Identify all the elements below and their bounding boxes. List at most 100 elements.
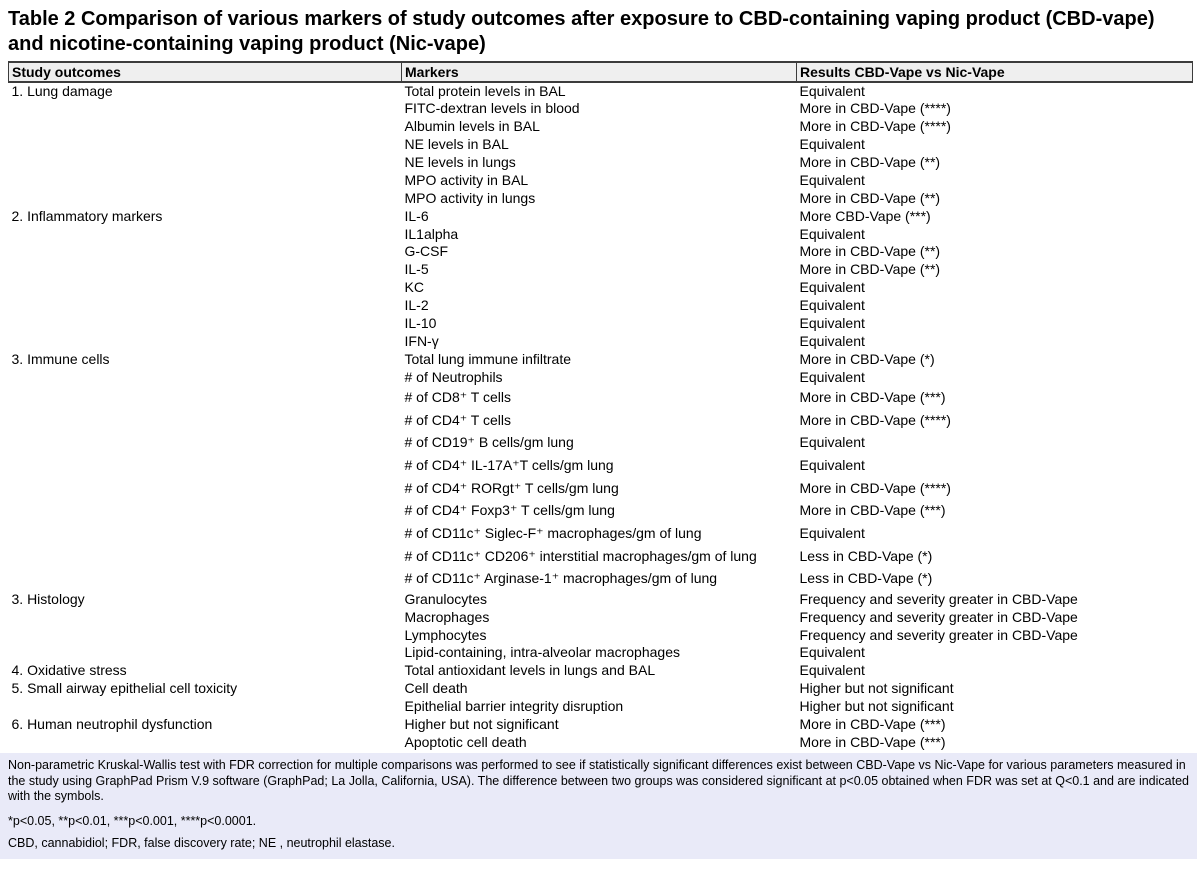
table-row: KC Equivalent: [9, 279, 1193, 297]
table-row: 2. Inflammatory markers IL-6 More CBD-Vape…: [9, 207, 1193, 225]
table-row: # of CD4⁺ RORgt⁺ T cells/gm lung More in …: [9, 477, 1193, 500]
outcome-cell: [9, 136, 402, 154]
marker-cell: IL-2: [404, 297, 429, 314]
outcome-cell: 4. Oxidative stress: [11, 662, 127, 679]
result-cell: Equivalent: [799, 368, 865, 385]
table-row: IL1alpha Equivalent: [9, 225, 1193, 243]
table-row: # of CD19⁺ B cells/gm lung Equivalent: [9, 432, 1193, 455]
table-row: Lymphocytes Frequency and severity greate…: [9, 626, 1193, 644]
outcome-cell: [9, 225, 402, 243]
outcome-cell: [9, 432, 402, 455]
result-cell: More in CBD-Vape (****): [799, 100, 951, 117]
table-row: 4. Oxidative stress Total antioxidant lev…: [9, 662, 1193, 680]
header-row: Study outcomes Markers Results CBD-Vape …: [8, 61, 1193, 83]
result-cell: Equivalent: [799, 136, 865, 153]
marker-cell: # of CD4⁺ IL-17A⁺T cells/gm lung: [404, 457, 614, 474]
marker-cell: G-CSF: [404, 243, 449, 260]
outcome-cell: [9, 477, 402, 500]
table-row: Apoptotic cell death More in CBD-Vape (**…: [9, 733, 1193, 751]
outcome-cell: [9, 386, 402, 409]
marker-cell: Granulocytes: [404, 590, 487, 607]
table-row: IL-5 More in CBD-Vape (**): [9, 261, 1193, 279]
table-row: Epithelial barrier integrity disruption H…: [9, 698, 1193, 716]
column-header-markers: Markers: [401, 61, 797, 83]
table-row: 1. Lung damage Total protein levels in BA…: [9, 82, 1193, 100]
outcome-cell: [9, 297, 402, 315]
table-row: # of CD4⁺ Foxp3⁺ T cells/gm lung More in …: [9, 500, 1193, 523]
result-cell: Frequency and severity greater in CBD-Va…: [799, 626, 1078, 643]
table-body: 1. Lung damage Total protein levels in BA…: [9, 82, 1193, 751]
outcome-cell: [9, 545, 402, 568]
table-header: Study outcomes Markers Results CBD-Vape …: [8, 61, 1193, 83]
result-cell: More in CBD-Vape (*): [799, 350, 935, 367]
marker-cell: IL1alpha: [404, 225, 459, 242]
outcome-cell: [9, 154, 402, 172]
marker-cell: Cell death: [404, 680, 468, 697]
result-cell: More in CBD-Vape (**): [799, 189, 941, 206]
footnote-abbreviations-text: CBD, cannabidiol; FDR, false discovery r…: [8, 836, 395, 851]
marker-cell: Lymphocytes: [404, 626, 487, 643]
marker-cell: Total protein levels in BAL: [404, 82, 566, 99]
outcome-cell: [9, 568, 402, 591]
outcome-cell: 3. Histology: [11, 590, 85, 607]
table-row: # of Neutrophils Equivalent: [9, 368, 1193, 386]
marker-cell: # of CD4⁺ Foxp3⁺ T cells/gm lung: [404, 502, 615, 519]
result-cell: Equivalent: [799, 315, 865, 332]
outcome-cell: [9, 522, 402, 545]
result-cell: More in CBD-Vape (**): [799, 261, 941, 278]
table-row: # of CD4⁺ IL-17A⁺T cells/gm lung Equivale…: [9, 454, 1193, 477]
table-row: 3. Immune cells Total lung immune infiltr…: [9, 350, 1193, 368]
outcome-cell: [9, 608, 402, 626]
outcome-cell: [9, 189, 402, 207]
marker-cell: IL-5: [404, 261, 429, 278]
table-row: Macrophages Frequency and severity greate…: [9, 608, 1193, 626]
result-cell: More in CBD-Vape (**): [799, 154, 941, 170]
marker-cell: # of CD11c⁺ CD206⁺ interstitial macropha…: [404, 547, 757, 564]
table-row: G-CSF More in CBD-Vape (**): [9, 243, 1193, 261]
marker-cell: IL-10: [404, 315, 437, 332]
result-cell: Equivalent: [799, 644, 865, 661]
footnote-methods-text: Non-parametric Kruskal-Wallis test with …: [8, 758, 1189, 804]
result-cell: More in CBD-Vape (***): [799, 733, 946, 750]
marker-cell: FITC-dextran levels in blood: [404, 100, 580, 117]
result-cell: Equivalent: [799, 279, 865, 296]
result-cell: Equivalent: [799, 525, 865, 542]
outcome-cell: [9, 454, 402, 477]
result-cell: Equivalent: [799, 662, 865, 679]
outcome-cell: [9, 644, 402, 662]
result-cell: Higher but not significant: [799, 680, 954, 697]
outcome-cell: [9, 279, 402, 297]
marker-cell: # of CD4⁺ T cells: [404, 411, 511, 428]
outcome-cell: 2. Inflammatory markers: [11, 207, 163, 224]
result-cell: More in CBD-Vape (****): [799, 479, 951, 496]
marker-cell: # of CD11c⁺ Siglec-F⁺ macrophages/gm of …: [404, 525, 702, 542]
marker-cell: Total lung immune infiltrate: [404, 350, 572, 367]
marker-cell: IL-6: [404, 207, 429, 224]
comparison-table: Study outcomes Markers Results CBD-Vape …: [8, 61, 1193, 751]
table-row: IL-2 Equivalent: [9, 297, 1193, 315]
marker-cell: KC: [404, 279, 424, 296]
table-row: Albumin levels in BAL More in CBD-Vape (*…: [9, 118, 1193, 136]
result-cell: Equivalent: [799, 457, 865, 474]
result-cell: Equivalent: [799, 171, 865, 188]
table-row: Lipid-containing, intra-alveolar macroph…: [9, 644, 1193, 662]
marker-cell: # of CD8⁺ T cells: [404, 388, 511, 405]
table-row: IL-10 Equivalent: [9, 315, 1193, 333]
table-row: # of CD8⁺ T cells More in CBD-Vape (***): [9, 386, 1193, 409]
table-row: NE levels in lungs More in CBD-Vape (**): [9, 154, 1193, 172]
marker-cell: MPO activity in BAL: [404, 171, 529, 188]
outcome-cell: [9, 500, 402, 523]
table-row: # of CD11c⁺ Siglec-F⁺ macrophages/gm of …: [9, 522, 1193, 545]
marker-cell: Albumin levels in BAL: [404, 118, 540, 135]
table-row: MPO activity in lungs More in CBD-Vape (*…: [9, 189, 1193, 207]
table-row: # of CD11c⁺ Arginase-1⁺ macrophages/gm o…: [9, 568, 1193, 591]
column-header-study-outcomes: Study outcomes: [8, 61, 402, 83]
table-row: IFN-γ Equivalent: [9, 332, 1193, 350]
outcome-cell: [9, 171, 402, 189]
result-cell: Equivalent: [799, 434, 865, 451]
result-cell: More in CBD-Vape (***): [799, 388, 946, 405]
outcome-cell: 3. Immune cells: [11, 350, 110, 367]
result-cell: More CBD-Vape (***): [799, 207, 931, 224]
marker-cell: Macrophages: [404, 608, 490, 625]
marker-cell: # of CD19⁺ B cells/gm lung: [404, 434, 574, 451]
